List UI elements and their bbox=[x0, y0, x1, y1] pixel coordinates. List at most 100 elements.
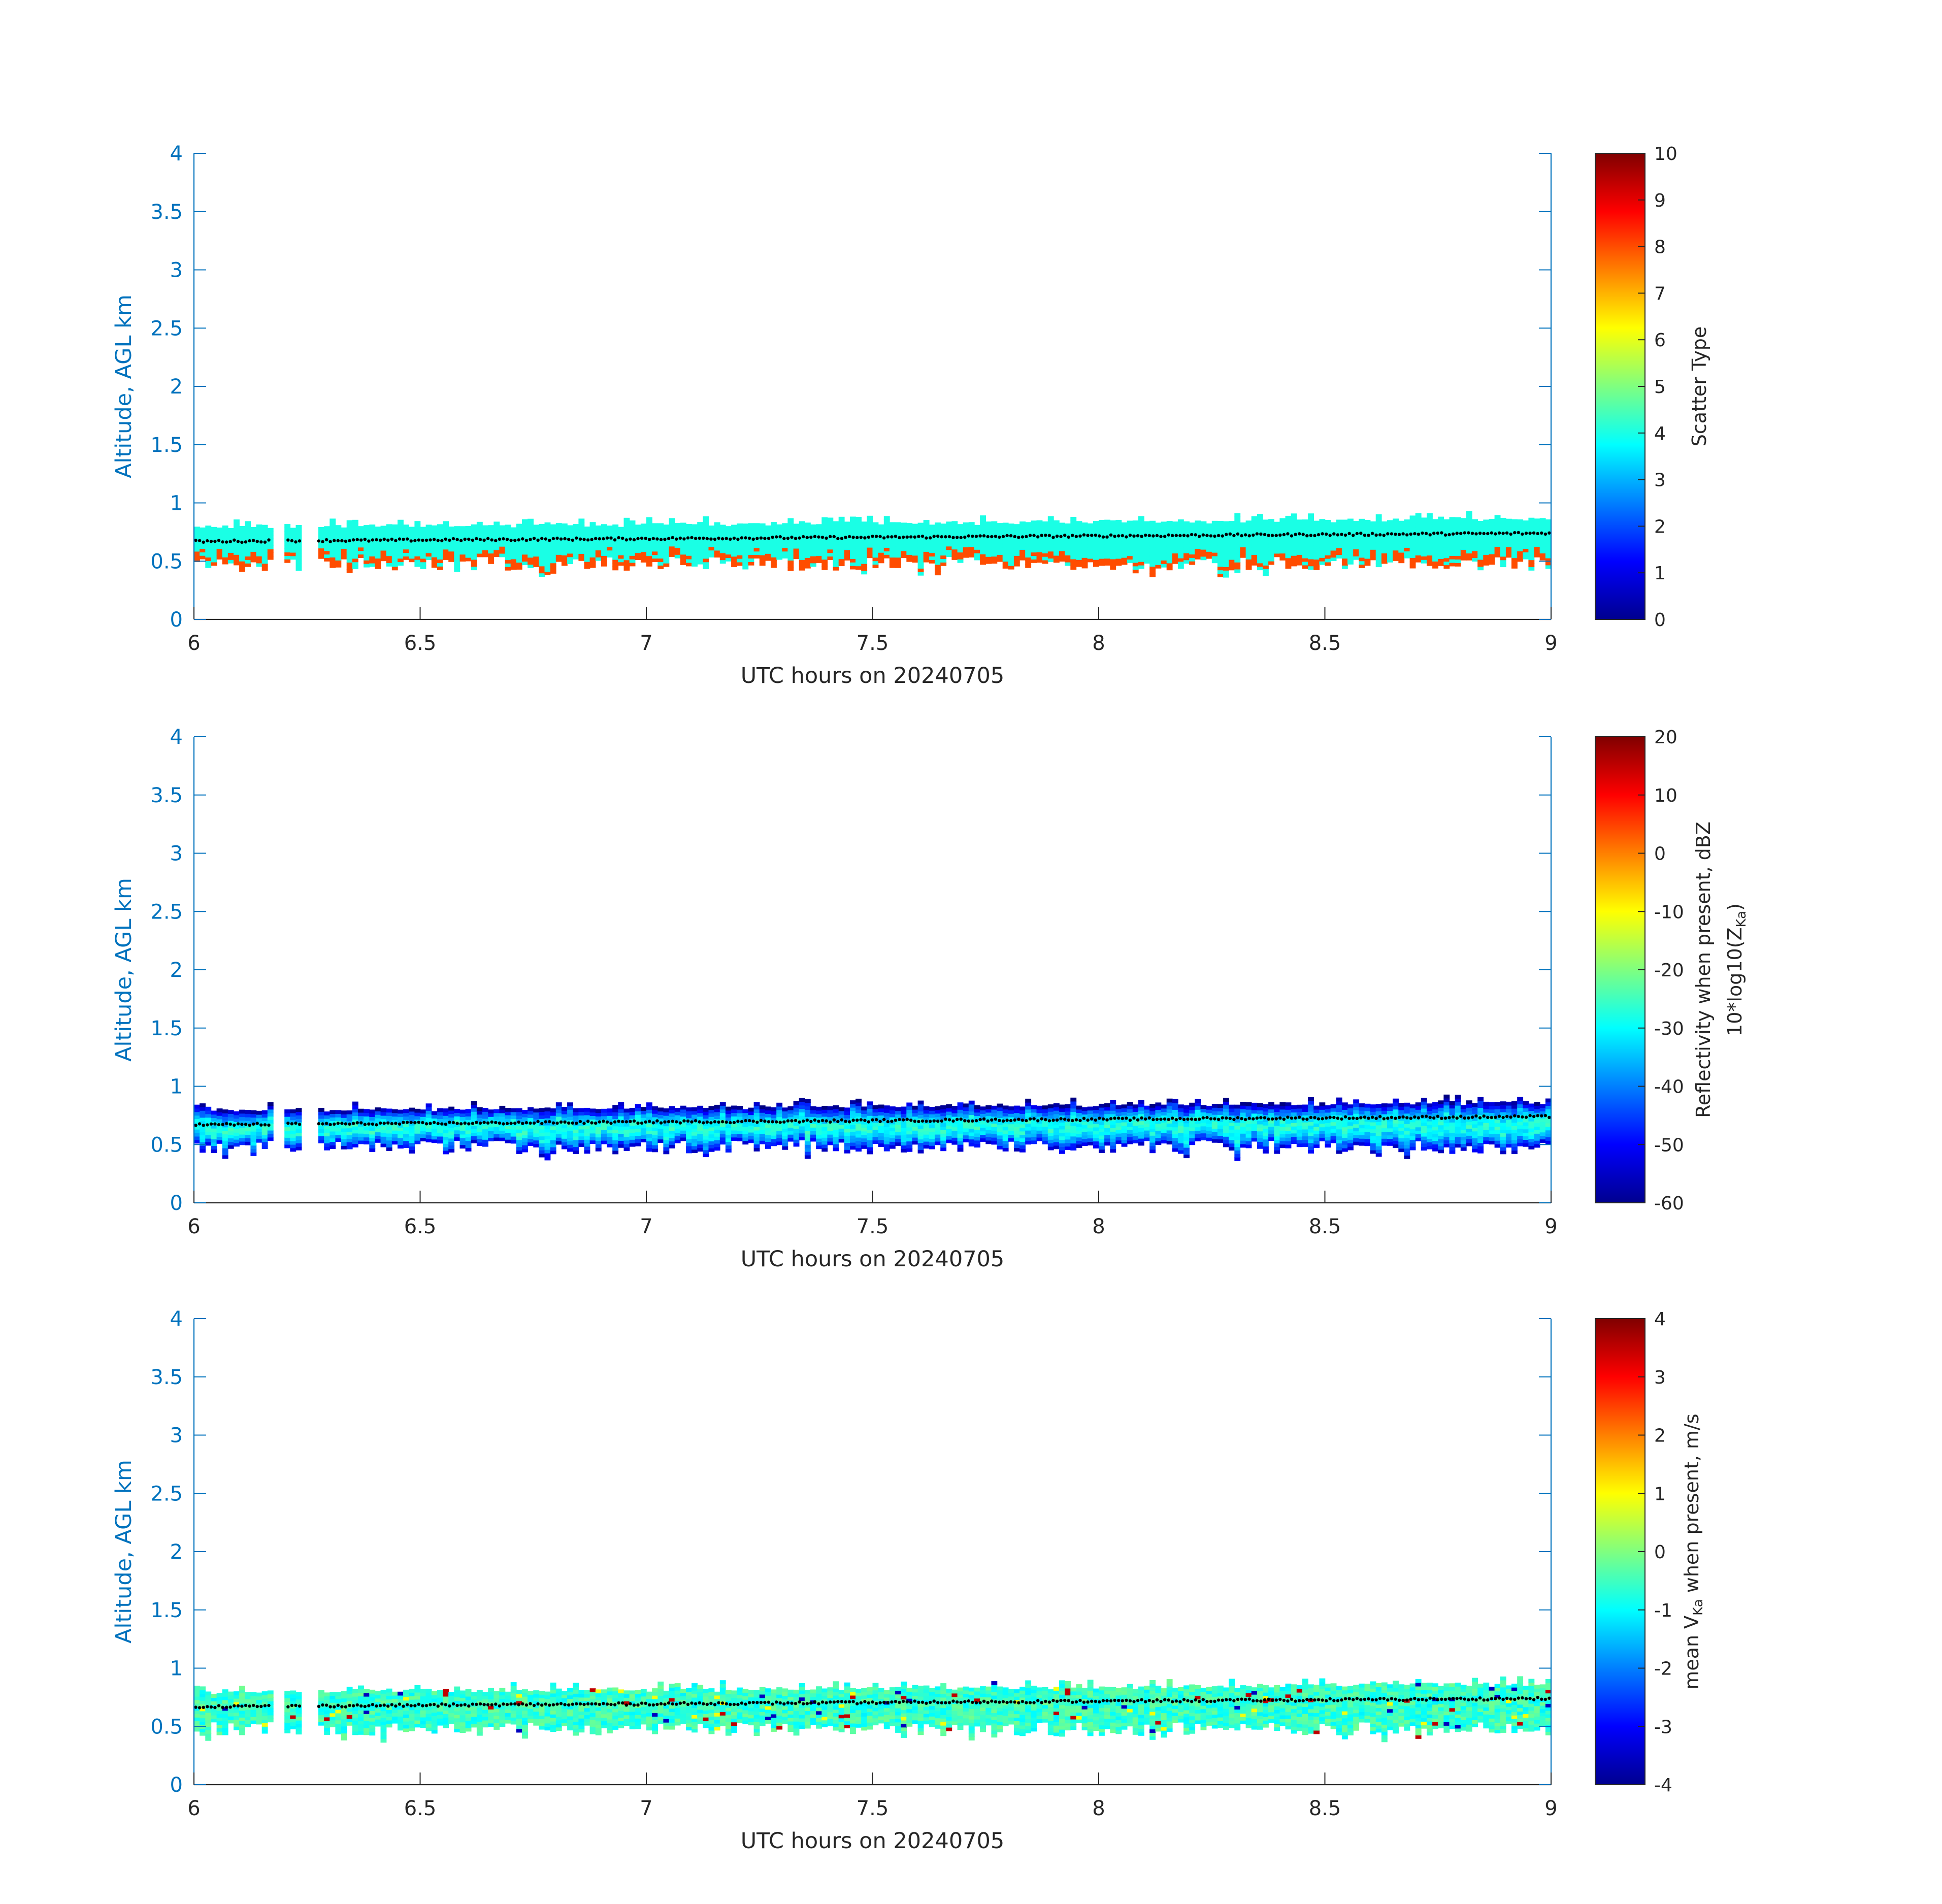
heatmap-cell bbox=[1341, 537, 1348, 541]
dot bbox=[502, 537, 505, 541]
heatmap-cell bbox=[1002, 1130, 1009, 1134]
heatmap-cell bbox=[431, 1118, 438, 1122]
heatmap-cell bbox=[341, 1145, 347, 1150]
dot bbox=[559, 537, 563, 541]
heatmap-cell bbox=[1523, 555, 1529, 560]
heatmap-cell bbox=[963, 536, 969, 541]
heatmap-cell bbox=[448, 530, 455, 534]
heatmap-cell bbox=[968, 1111, 975, 1115]
heatmap-cell bbox=[1404, 530, 1410, 534]
heatmap-cell bbox=[1104, 527, 1110, 531]
dot bbox=[925, 536, 928, 540]
heatmap-cell bbox=[211, 541, 217, 545]
heatmap-cell bbox=[748, 1122, 754, 1126]
heatmap-cell bbox=[425, 524, 432, 529]
heatmap-cell bbox=[714, 550, 720, 554]
heatmap-cell bbox=[1200, 552, 1207, 557]
heatmap-cell bbox=[589, 532, 596, 537]
heatmap-cell bbox=[375, 1132, 381, 1136]
heatmap-cell bbox=[330, 518, 336, 523]
heatmap-cell bbox=[957, 524, 964, 528]
heatmap-cell bbox=[623, 1129, 630, 1134]
dot bbox=[1059, 535, 1063, 538]
heatmap-cell bbox=[448, 533, 455, 538]
heatmap-cell bbox=[940, 1136, 947, 1141]
heatmap-cell bbox=[239, 564, 245, 569]
heatmap-cell bbox=[369, 549, 376, 553]
heatmap-cell bbox=[1149, 563, 1156, 567]
heatmap-cell bbox=[234, 557, 240, 562]
heatmap-cell bbox=[250, 1113, 257, 1118]
heatmap-cell bbox=[205, 557, 212, 561]
heatmap-cell bbox=[1308, 548, 1314, 552]
dot bbox=[732, 536, 736, 540]
heatmap-cell bbox=[1008, 1138, 1014, 1142]
heatmap-cell bbox=[1042, 549, 1048, 553]
heatmap-cell bbox=[906, 554, 913, 559]
dot bbox=[532, 537, 536, 540]
heatmap-cell bbox=[1279, 529, 1286, 533]
heatmap-cell bbox=[991, 1127, 998, 1131]
heatmap-cell bbox=[256, 1125, 262, 1129]
heatmap-cell bbox=[528, 553, 534, 558]
heatmap-cell bbox=[980, 536, 986, 541]
heatmap-cell bbox=[459, 1109, 466, 1114]
heatmap-cell bbox=[448, 1127, 455, 1132]
heatmap-cell bbox=[1511, 522, 1518, 527]
heatmap-cell bbox=[200, 548, 206, 552]
heatmap-cell bbox=[1387, 551, 1393, 555]
dot bbox=[998, 535, 1001, 539]
heatmap-cell bbox=[1059, 547, 1065, 551]
heatmap-cell bbox=[567, 532, 573, 536]
heatmap-cell bbox=[935, 554, 941, 558]
heatmap-cell bbox=[1296, 519, 1303, 523]
heatmap-cell bbox=[674, 544, 681, 548]
dot bbox=[206, 539, 209, 543]
dot bbox=[328, 540, 332, 544]
heatmap-cell bbox=[488, 535, 495, 540]
heatmap-cell bbox=[1036, 1116, 1043, 1121]
dot bbox=[959, 536, 963, 540]
dot bbox=[1001, 535, 1005, 538]
heatmap-cell bbox=[1166, 538, 1173, 543]
heatmap-cell bbox=[1127, 541, 1133, 546]
heatmap-cell bbox=[889, 550, 896, 554]
heatmap-cell bbox=[872, 1119, 879, 1123]
heatmap-cell bbox=[261, 556, 268, 561]
heatmap-cell bbox=[867, 1122, 873, 1127]
heatmap-cell bbox=[1025, 536, 1032, 540]
heatmap-cell bbox=[578, 1108, 585, 1112]
heatmap-cell bbox=[1528, 535, 1535, 539]
dot bbox=[244, 540, 248, 544]
heatmap-cell bbox=[940, 559, 947, 563]
heatmap-cell bbox=[1308, 527, 1314, 532]
heatmap-cell bbox=[375, 534, 381, 538]
heatmap-cell bbox=[838, 1125, 845, 1129]
dot bbox=[632, 538, 636, 542]
heatmap-cell bbox=[330, 561, 336, 565]
heatmap-cell bbox=[1115, 548, 1122, 552]
heatmap-cell bbox=[1240, 547, 1246, 551]
heatmap-cell bbox=[1545, 547, 1552, 551]
heatmap-cell bbox=[1483, 554, 1490, 559]
heatmap-cell bbox=[1415, 544, 1422, 549]
heatmap-cell bbox=[211, 1138, 217, 1143]
heatmap-cell bbox=[912, 1133, 918, 1138]
heatmap-cell bbox=[550, 545, 556, 549]
heatmap-cell bbox=[1432, 536, 1438, 541]
heatmap-cell bbox=[1398, 545, 1405, 549]
dot bbox=[1459, 532, 1463, 535]
dot bbox=[1255, 532, 1259, 536]
heatmap-cell bbox=[448, 1117, 455, 1121]
heatmap-cell bbox=[674, 554, 681, 559]
heatmap-cell bbox=[1251, 551, 1258, 555]
heatmap-cell bbox=[290, 555, 297, 560]
heatmap-cell bbox=[652, 523, 658, 528]
heatmap-cell bbox=[1477, 549, 1484, 553]
heatmap-cell bbox=[652, 527, 658, 531]
heatmap-cell bbox=[889, 1113, 896, 1118]
heatmap-cell bbox=[782, 1135, 788, 1140]
dot bbox=[351, 538, 355, 542]
heatmap-cell bbox=[1047, 530, 1054, 534]
heatmap-cell bbox=[1093, 521, 1099, 525]
